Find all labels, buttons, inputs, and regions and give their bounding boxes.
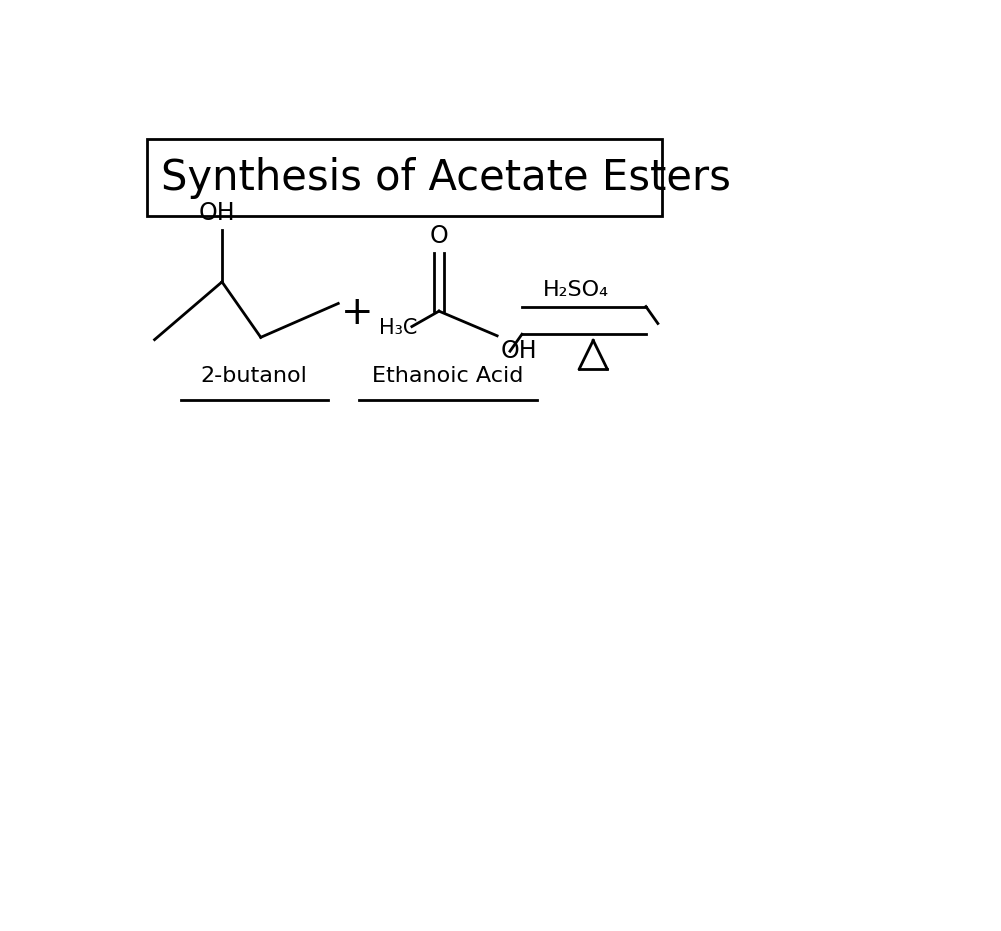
Text: H₂SO₄: H₂SO₄ bbox=[544, 280, 610, 301]
Text: Synthesis of Acetate Esters: Synthesis of Acetate Esters bbox=[161, 157, 731, 199]
Text: +: + bbox=[341, 293, 374, 331]
Text: H₃C: H₃C bbox=[379, 318, 417, 338]
Text: O: O bbox=[429, 224, 448, 248]
Text: 2-butanol: 2-butanol bbox=[201, 366, 307, 385]
FancyBboxPatch shape bbox=[147, 140, 663, 216]
Text: Ethanoic Acid: Ethanoic Acid bbox=[372, 366, 524, 385]
Text: OH: OH bbox=[199, 201, 235, 225]
Text: OH: OH bbox=[500, 339, 537, 363]
